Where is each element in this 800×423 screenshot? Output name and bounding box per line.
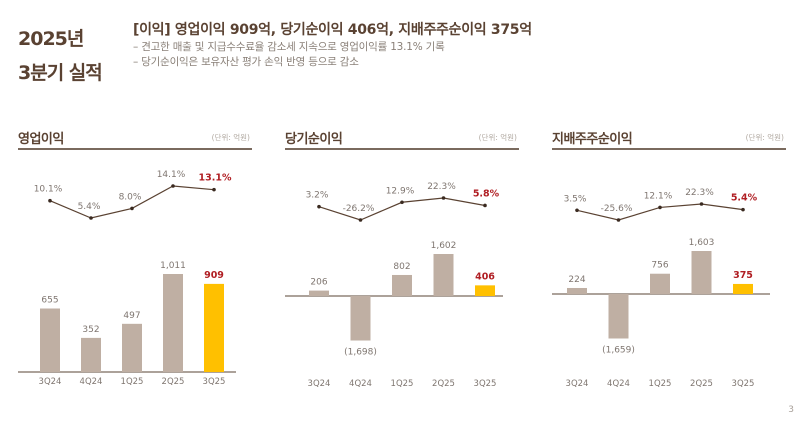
line-value-label: 10.1% (34, 185, 63, 195)
x-tick-label: 4Q24 (80, 377, 103, 387)
unit-label: (단위: 억원) (478, 133, 517, 142)
line-value-label: 12.1% (644, 191, 673, 201)
line-point-3Q25 (483, 203, 487, 208)
bar-4Q24 (350, 296, 371, 341)
bar-2Q25 (163, 274, 183, 372)
bar-value-label: 802 (393, 262, 410, 272)
line-value-label: 13.1% (199, 173, 232, 184)
bar-value-label: 224 (568, 275, 585, 285)
line-value-label: -25.6% (601, 204, 633, 214)
bar-1Q25 (650, 273, 670, 294)
line-value-label: 3.5% (564, 194, 587, 204)
line-point-3Q24 (48, 198, 52, 203)
panel-title: 영업이익 (18, 132, 64, 147)
bar-2Q25 (433, 254, 454, 296)
bar-value-label: (1,698) (344, 348, 377, 358)
title-divider (18, 148, 252, 150)
x-tick-label: 4Q24 (607, 379, 630, 389)
line-value-label: 5.4% (731, 193, 758, 204)
bar-3Q24 (309, 290, 329, 296)
x-tick-label: 3Q25 (732, 379, 755, 389)
x-tick-label: 2Q25 (690, 379, 713, 389)
line-value-label: 14.1% (157, 170, 186, 180)
line-point-4Q24 (358, 218, 363, 222)
x-tick-label: 3Q24 (566, 379, 589, 389)
line-value-label: 12.9% (386, 186, 415, 196)
x-tick-label: 4Q24 (349, 379, 372, 389)
x-tick-label: 1Q25 (391, 379, 414, 389)
bar-4Q24 (608, 294, 629, 339)
line-point-3Q24 (317, 204, 321, 209)
chart-panel-operating-profit: 영업이익 (단위: 억원) 655 3Q24 352 4Q24 497 1Q25 1,011… (18, 124, 252, 404)
bar-1Q25 (392, 274, 412, 296)
title-year: 2025년 (18, 28, 84, 50)
unit-label: (단위: 억원) (745, 133, 784, 142)
x-tick-label: 2Q25 (432, 379, 455, 389)
line-value-label: -26.2% (343, 204, 375, 214)
line-point-1Q25 (130, 206, 134, 211)
line-value-label: 22.3% (685, 188, 714, 198)
bar-value-label: 756 (651, 261, 668, 271)
page-number: 3 (788, 405, 794, 415)
chart-svg: 206 3Q24 (1,698) 4Q24 802 1Q25 1,602 2Q25 406 3Q2… (285, 182, 503, 389)
bar-3Q25 (475, 285, 495, 296)
report-title: 2025년 3분기 실적 (18, 22, 103, 90)
title-divider (552, 148, 786, 150)
bar-value-label: 375 (733, 270, 753, 281)
x-tick-label: 3Q25 (203, 377, 226, 387)
line-point-3Q25 (741, 207, 745, 212)
chart-panel-net-income: 당기순이익 (단위: 억원) 206 3Q24 (1,698) 4Q24 802 1Q25… (285, 124, 519, 404)
bullet-item: – 당기순이익은 보유자산 평가 손익 반영 등으로 감소 (133, 56, 359, 68)
bar-value-label: 497 (123, 311, 140, 321)
bar-value-label: 352 (82, 325, 99, 335)
bar-value-label: (1,659) (602, 346, 635, 356)
chart-svg: 655 3Q24 352 4Q24 497 1Q25 1,011 2Q25 909 3Q25 10.… (18, 170, 236, 387)
chart-svg: 224 3Q24 (1,659) 4Q24 756 1Q25 1,603 2Q25 375 3Q2… (552, 188, 770, 389)
bullet-item: – 견고한 매출 및 지급수수료율 감소세 지속으로 영업이익률 13.1% 기… (133, 41, 445, 53)
line-value-label: 5.8% (473, 188, 500, 199)
bar-1Q25 (122, 323, 142, 372)
bar-2Q25 (691, 251, 712, 294)
bar-value-label: 1,603 (689, 238, 715, 248)
panel-title: 당기순이익 (285, 132, 343, 147)
bar-value-label: 1,602 (431, 241, 457, 251)
line-value-label: 22.3% (427, 182, 456, 192)
x-tick-label: 3Q24 (308, 379, 331, 389)
line-value-label: 3.2% (306, 191, 329, 201)
bar-value-label: 206 (310, 278, 327, 288)
bar-value-label: 655 (41, 296, 58, 306)
line-point-4Q24 (89, 216, 93, 220)
title-quarter: 3분기 실적 (18, 62, 103, 84)
x-tick-label: 3Q25 (474, 379, 497, 389)
panel-title: 지배주주순이익 (552, 132, 633, 147)
bar-3Q24 (567, 287, 587, 294)
line-value-label: 5.4% (78, 202, 101, 212)
bar-3Q24 (40, 308, 60, 372)
unit-label: (단위: 억원) (211, 133, 250, 142)
line-point-2Q25 (171, 184, 175, 188)
line-point-3Q25 (212, 187, 216, 192)
bar-3Q25 (733, 283, 753, 294)
x-tick-label: 1Q25 (649, 379, 672, 389)
chart-panel-controlling-net-income: 지배주주순이익 (단위: 억원) 224 3Q24 (1,659) 4Q24 756 1Q… (552, 124, 786, 404)
bar-3Q25 (204, 283, 224, 372)
line-point-2Q25 (699, 202, 704, 206)
line-point-2Q25 (441, 196, 446, 200)
line-value-label: 8.0% (119, 192, 142, 202)
line-point-1Q25 (400, 200, 404, 205)
bar-4Q24 (81, 337, 101, 372)
headline: [이익] 영업이익 909억, 당기순이익 406억, 지배주주순이익 375억 (133, 22, 532, 38)
bullet-list: – 견고한 매출 및 지급수수료율 감소세 지속으로 영업이익률 13.1% 기… (133, 40, 445, 70)
title-divider (285, 148, 519, 150)
bar-value-label: 406 (475, 271, 495, 282)
x-tick-label: 1Q25 (121, 377, 144, 387)
line-point-4Q24 (616, 218, 621, 222)
line-point-3Q24 (575, 208, 579, 213)
bar-value-label: 909 (204, 270, 224, 281)
bar-value-label: 1,011 (160, 261, 186, 271)
x-tick-label: 2Q25 (162, 377, 185, 387)
line-point-1Q25 (658, 205, 662, 210)
x-tick-label: 3Q24 (39, 377, 62, 387)
